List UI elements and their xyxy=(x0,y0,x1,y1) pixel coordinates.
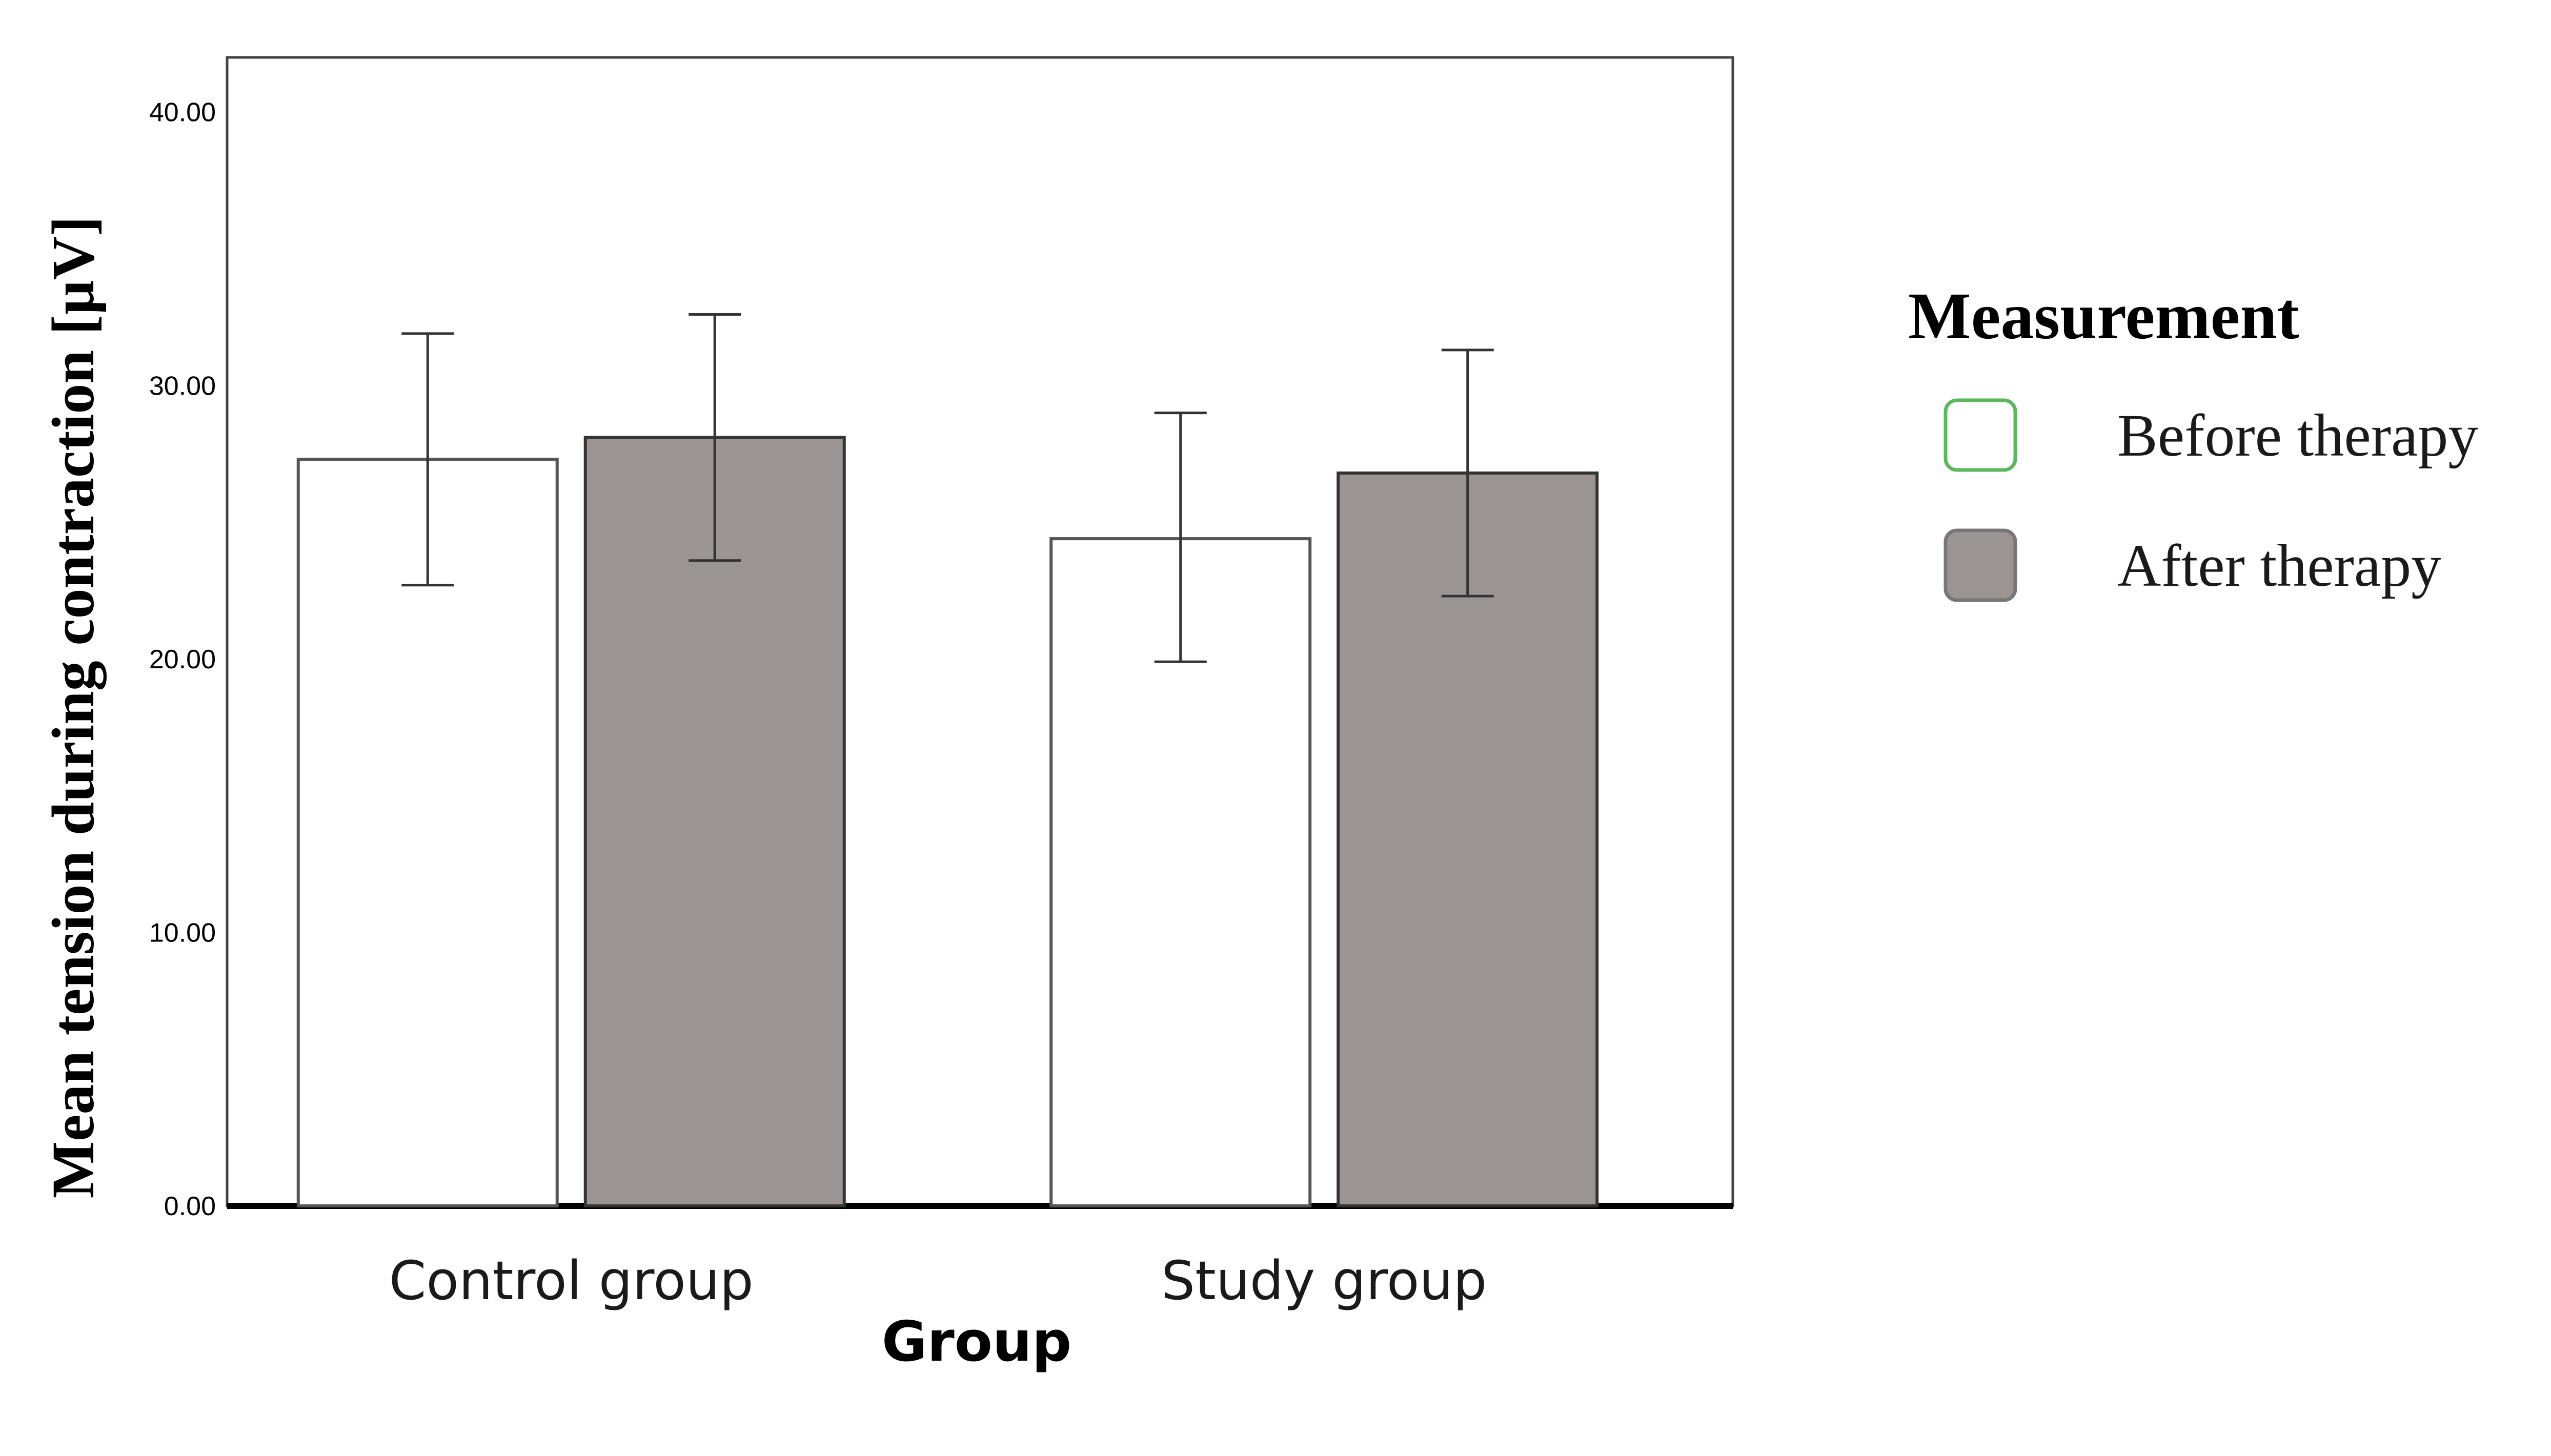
legend-label: Before therapy xyxy=(2117,402,2478,469)
x-category-label: Study group xyxy=(1161,1249,1487,1312)
y-tick-label: 0.00 xyxy=(164,1192,216,1221)
y-axis-ticks: 0.00 10.00 20.00 30.00 40.00 xyxy=(149,98,216,1221)
legend: Measurement Before therapy After therapy xyxy=(1908,279,2478,602)
x-category-label: Control group xyxy=(389,1249,754,1312)
x-axis-categories: Control group Study group xyxy=(389,1249,1487,1312)
x-axis-title: Group xyxy=(882,1310,1071,1374)
legend-title: Measurement xyxy=(1908,279,2299,353)
y-tick-label: 30.00 xyxy=(149,371,216,401)
bar xyxy=(583,436,846,1207)
y-tick-label: 10.00 xyxy=(149,918,216,948)
y-tick-label: 40.00 xyxy=(149,98,216,128)
legend-swatch xyxy=(1943,528,2017,602)
legend-label: After therapy xyxy=(2117,532,2441,599)
y-axis-title: Mean tension during contraction [µV] xyxy=(39,216,107,1199)
y-tick-label: 20.00 xyxy=(149,645,216,674)
legend-swatch xyxy=(1943,398,2017,472)
bars-layer xyxy=(296,436,1599,1207)
error-bars-layer xyxy=(401,313,1494,663)
